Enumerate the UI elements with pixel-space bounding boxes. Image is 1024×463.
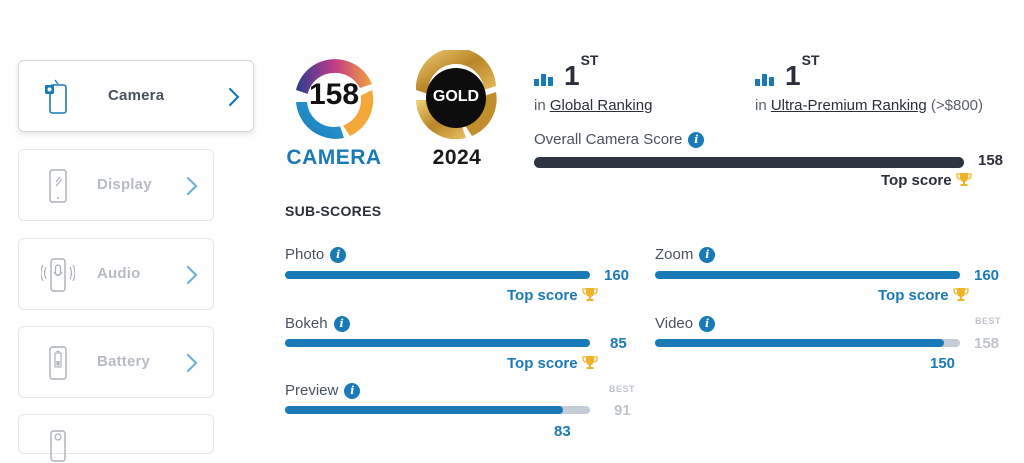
subscores-title: SUB-SCORES (285, 203, 382, 219)
gold-badge-icon (415, 50, 497, 140)
info-icon[interactable]: i (330, 247, 347, 263)
preview-score-value: 83 (554, 423, 571, 440)
chevron-right-icon (228, 87, 240, 107)
camera-badge-label: CAMERA (286, 146, 382, 169)
trophy-icon (581, 356, 598, 369)
global-rank-value: 1ST (564, 51, 599, 91)
overall-score-bar (534, 157, 964, 168)
overall-top-score: Top score (881, 172, 972, 189)
video-best-label: BEST (975, 316, 1002, 326)
photo-top-score: Top score (507, 287, 598, 304)
sidebar-item-label: Display (97, 176, 152, 193)
zoom-score-value: 160 (974, 267, 1000, 284)
sidebar-item-camera[interactable]: Camera (18, 60, 254, 132)
trophy-icon (955, 173, 972, 186)
zoom-label: Zoom i (655, 246, 716, 263)
overall-score-label: Overall Camera Score i (534, 131, 705, 148)
audio-phone-icon (41, 258, 75, 292)
display-phone-icon (49, 169, 67, 203)
bokeh-score-value: 85 (610, 335, 627, 352)
phone-icon (50, 430, 66, 462)
camera-phone-icon (45, 79, 67, 114)
sidebar-item-audio[interactable]: Audio (18, 238, 214, 310)
bokeh-top-score: Top score (507, 355, 598, 372)
photo-score-value: 160 (604, 267, 630, 284)
ranking-bars-icon (534, 74, 553, 86)
info-icon[interactable]: i (699, 247, 716, 263)
chevron-right-icon (186, 353, 198, 373)
info-icon[interactable]: i (344, 383, 361, 399)
sidebar-item-label: Camera (108, 87, 165, 104)
premium-ranking-link[interactable]: Ultra-Premium Ranking (770, 97, 927, 114)
sidebar-item-display[interactable]: Display (18, 149, 214, 221)
chevron-right-icon (186, 176, 198, 196)
premium-ranking-text: in Ultra-Premium Ranking (>$800) (755, 97, 984, 114)
global-ranking-text: in Global Ranking (534, 97, 653, 114)
video-label: Video i (655, 315, 716, 332)
chevron-right-icon (186, 265, 198, 285)
info-icon[interactable]: i (333, 316, 350, 332)
photo-score-bar (285, 271, 590, 279)
preview-label: Preview i (285, 382, 361, 399)
gold-badge-label: GOLD (432, 88, 480, 105)
sidebar-item-next[interactable] (18, 414, 214, 462)
global-ranking-link[interactable]: Global Ranking (549, 97, 653, 114)
overall-score-value: 158 (978, 152, 1004, 169)
trophy-icon (581, 288, 598, 301)
zoom-score-bar (655, 271, 960, 279)
sidebar-item-battery[interactable]: Battery (18, 326, 214, 398)
preview-best-score: 91 (614, 402, 631, 419)
sidebar-item-label: Audio (97, 265, 141, 282)
camera-score-badge-icon (296, 59, 374, 139)
bokeh-score-bar (285, 339, 590, 347)
info-icon[interactable]: i (699, 316, 716, 332)
premium-rank-value: 1ST (785, 51, 820, 91)
ranking-bars-icon (755, 74, 774, 86)
video-best-score: 158 (974, 335, 1000, 352)
bokeh-label: Bokeh i (285, 315, 350, 332)
video-score-bar (655, 339, 960, 347)
gold-badge-year: 2024 (432, 146, 482, 169)
zoom-top-score: Top score (878, 287, 969, 304)
preview-score-bar (285, 406, 590, 414)
battery-phone-icon (49, 346, 67, 380)
photo-label: Photo i (285, 246, 347, 263)
sidebar-item-label: Battery (97, 353, 151, 370)
trophy-icon (952, 288, 969, 301)
preview-best-label: BEST (609, 384, 636, 394)
camera-score-value: 158 (308, 78, 360, 111)
info-icon[interactable]: i (688, 132, 705, 148)
video-score-value: 150 (930, 355, 956, 372)
